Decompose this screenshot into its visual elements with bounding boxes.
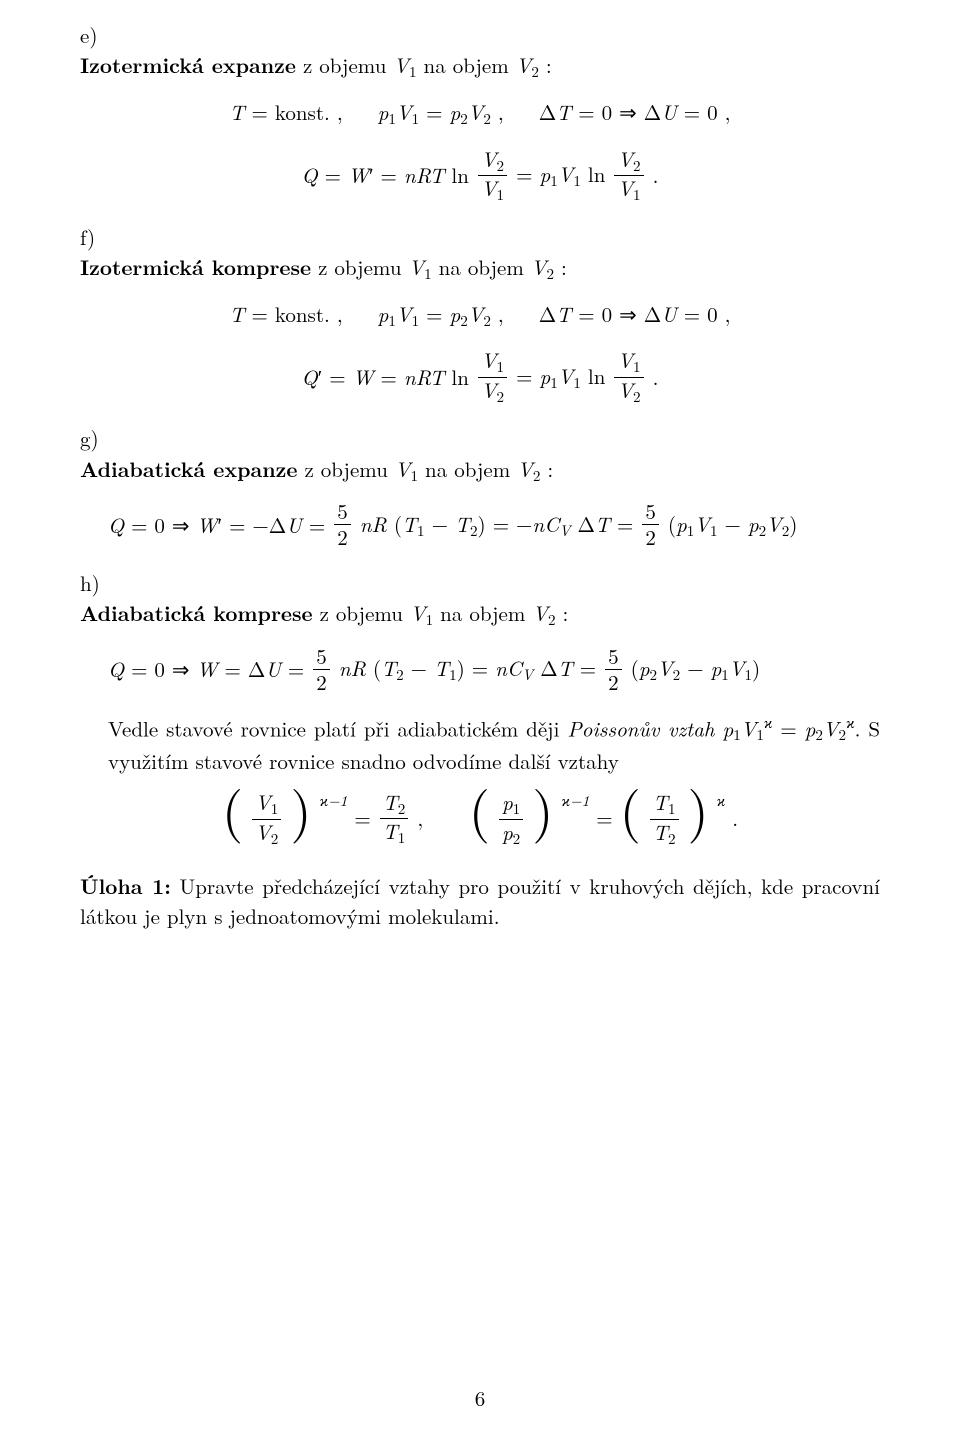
item-h-title: Adiabatická komprese	[80, 598, 313, 628]
item-h-body: Adiabatická komprese z objemu V1 na obje…	[80, 598, 852, 631]
paragraph-poisson: Vedle stavové rovnice platí při adiabati…	[108, 712, 880, 776]
para-poisson: Poissonův vztah	[567, 713, 714, 743]
item-e-title: Izotermická expanze	[80, 50, 296, 80]
task-body: Upravte předcházející vztahy pro použití…	[80, 871, 880, 931]
item-h-label: h)	[80, 568, 108, 598]
eq-f-line2: Q′ = W = nRT ln V1V2 = p1V1 ln V1V2 .	[80, 349, 880, 405]
task-label: Úloha 1:	[80, 871, 171, 901]
eq-relations: ( V1V2 ) ϰ−1 = T2T1 , ( p1p2 ) ϰ−1 = ( T…	[80, 790, 880, 847]
item-f-label: f)	[80, 222, 108, 252]
item-g: g) Adiabatická expanze z objemu V1 na ob…	[80, 423, 880, 486]
item-f: f) Izotermická komprese z objemu V1 na o…	[80, 222, 880, 285]
eq-f-line1: T = konst. , p1V1 = p2V2 , ΔT = 0 ⇒ ΔU =…	[80, 299, 880, 332]
item-h: h) Adiabatická komprese z objemu V1 na o…	[80, 568, 880, 631]
eq-h: Q = 0 ⇒ W = ΔU = 52 nR (T2 − T1) = nCV Δ…	[108, 645, 880, 694]
eq-e-line1: T = konst. , p1V1 = p2V2 , ΔT = 0 ⇒ ΔU =…	[80, 97, 880, 130]
item-e-body: Izotermická expanze z objemu V1 na objem…	[80, 50, 852, 83]
item-e-label: e)	[80, 20, 108, 50]
item-g-title: Adiabatická expanze	[80, 454, 297, 484]
eq-g: Q = 0 ⇒ W′ = −ΔU = 52 nR (T1 − T2) = −nC…	[108, 500, 880, 549]
item-e-tail: z objemu V1 na objem V2 :	[296, 50, 552, 80]
page-number: 6	[0, 1383, 960, 1413]
item-e: e) Izotermická expanze z objemu V1 na ob…	[80, 20, 880, 83]
item-g-tail: z objemu V1 na objem V2 :	[297, 454, 553, 484]
item-f-body: Izotermická komprese z objemu V1 na obje…	[80, 252, 852, 285]
para-text-1: Vedle stavové rovnice platí při adiabati…	[108, 713, 567, 743]
item-g-body: Adiabatická expanze z objemu V1 na objem…	[80, 454, 852, 487]
item-g-label: g)	[80, 423, 108, 453]
item-f-title: Izotermická komprese	[80, 252, 311, 282]
item-f-tail: z objemu V1 na objem V2 :	[311, 252, 567, 282]
eq-e-line2: Q = W′ = nRT ln V2V1 = p1V1 ln V2V1 .	[80, 148, 880, 204]
task-1: Úloha 1: Upravte předcházející vztahy pr…	[80, 871, 880, 932]
item-h-tail: z objemu V1 na objem V2 :	[313, 598, 569, 628]
